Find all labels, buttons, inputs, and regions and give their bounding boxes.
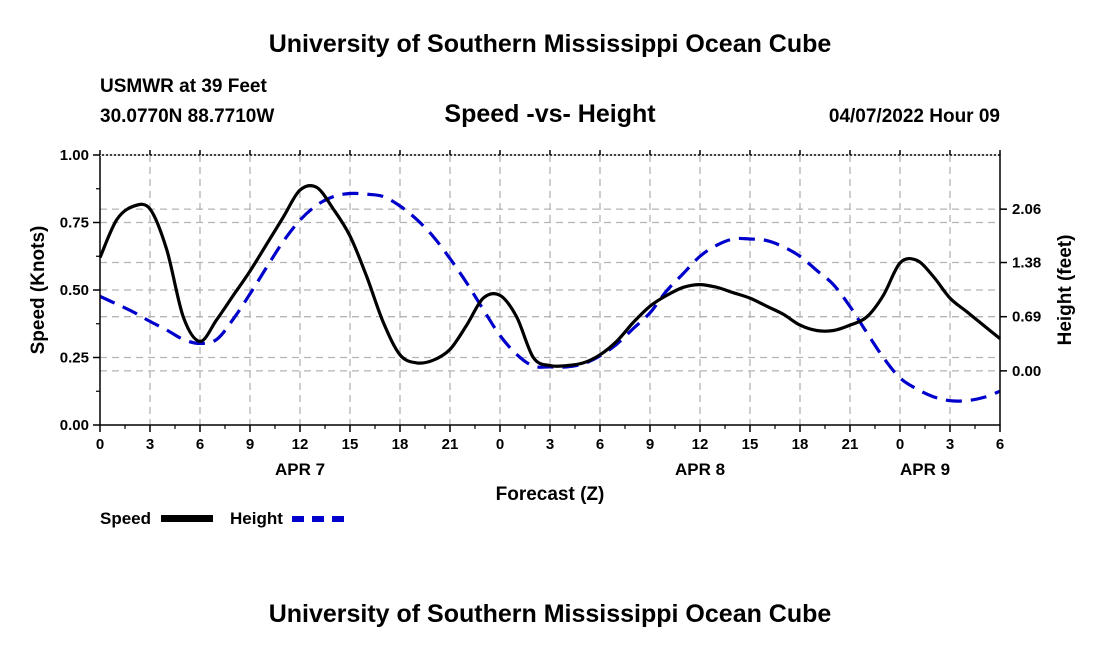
legend-speed-swatch [161, 515, 213, 522]
x-tick-label: 21 [442, 436, 459, 453]
x-tick-label: 3 [946, 436, 954, 453]
y2-tick-label: 2.06 [1012, 201, 1041, 218]
x-tick-label: 0 [896, 436, 904, 453]
y-tick-label: 0.25 [60, 350, 89, 367]
footer-title: University of Southern Mississippi Ocean… [268, 600, 832, 628]
grid-layer [100, 155, 1000, 425]
legend-height-swatch [292, 516, 344, 522]
y2-axis-label: Height (feet) [1055, 235, 1076, 346]
x-axis-label: Forecast (Z) [496, 484, 605, 505]
x-tick-label: 3 [546, 436, 554, 453]
station-label: USMWR at 39 Feet [100, 76, 267, 97]
y-tick-label: 0.50 [60, 282, 89, 299]
x-tick-label: 9 [646, 436, 654, 453]
x-tick-label: 21 [842, 436, 859, 453]
height-series-line [99, 191, 1001, 403]
x-tick-label: 12 [292, 436, 309, 453]
x-tick-label: 18 [792, 436, 809, 453]
y-tick-label: 1.00 [60, 147, 89, 164]
series-layer [98, 184, 1001, 403]
x-tick-label: 12 [692, 436, 709, 453]
axes-layer: 0 3 6 9 12 15 18 21 0 3 6 9 12 15 18 21 0 3 6 APR 7 APR 8 APR… [60, 147, 1041, 479]
date-label: APR 8 [675, 460, 725, 479]
speed-height-chart: 0 3 6 9 12 15 18 21 0 3 6 9 12 15 18 21 0 3 6 APR 7 APR 8 APR… [28, 147, 1076, 505]
y2-tick-label: 1.38 [1012, 255, 1041, 272]
y2-tick-label: 0.69 [1012, 309, 1041, 326]
legend-speed-label: Speed [100, 509, 152, 528]
x-tick-label: 6 [996, 436, 1004, 453]
x-tick-label: 6 [196, 436, 204, 453]
y-axis-label: Speed (Knots) [28, 226, 49, 355]
date-label: APR 7 [275, 460, 325, 479]
x-tick-label: 9 [246, 436, 254, 453]
coordinates-label: 30.0770N 88.7710W [100, 106, 275, 127]
page-title: University of Southern Mississippi Ocean… [268, 30, 832, 58]
x-tick-label: 6 [596, 436, 604, 453]
date-label: APR 9 [900, 460, 950, 479]
x-tick-label: 3 [146, 436, 154, 453]
forecast-datetime: 04/07/2022 Hour 09 [828, 106, 1000, 127]
x-tick-label: 15 [342, 436, 359, 453]
y2-tick-label: 0.00 [1012, 363, 1041, 380]
legend-height-label: Height [230, 509, 283, 528]
x-tick-label: 15 [742, 436, 759, 453]
y-tick-label: 0.00 [60, 417, 89, 434]
x-tick-label: 0 [496, 436, 504, 453]
speed-series-line [98, 184, 1001, 368]
x-tick-label: 18 [392, 436, 409, 453]
chart-subtitle: Speed -vs- Height [444, 100, 656, 128]
y-tick-label: 0.75 [60, 215, 89, 232]
x-tick-label: 0 [96, 436, 104, 453]
